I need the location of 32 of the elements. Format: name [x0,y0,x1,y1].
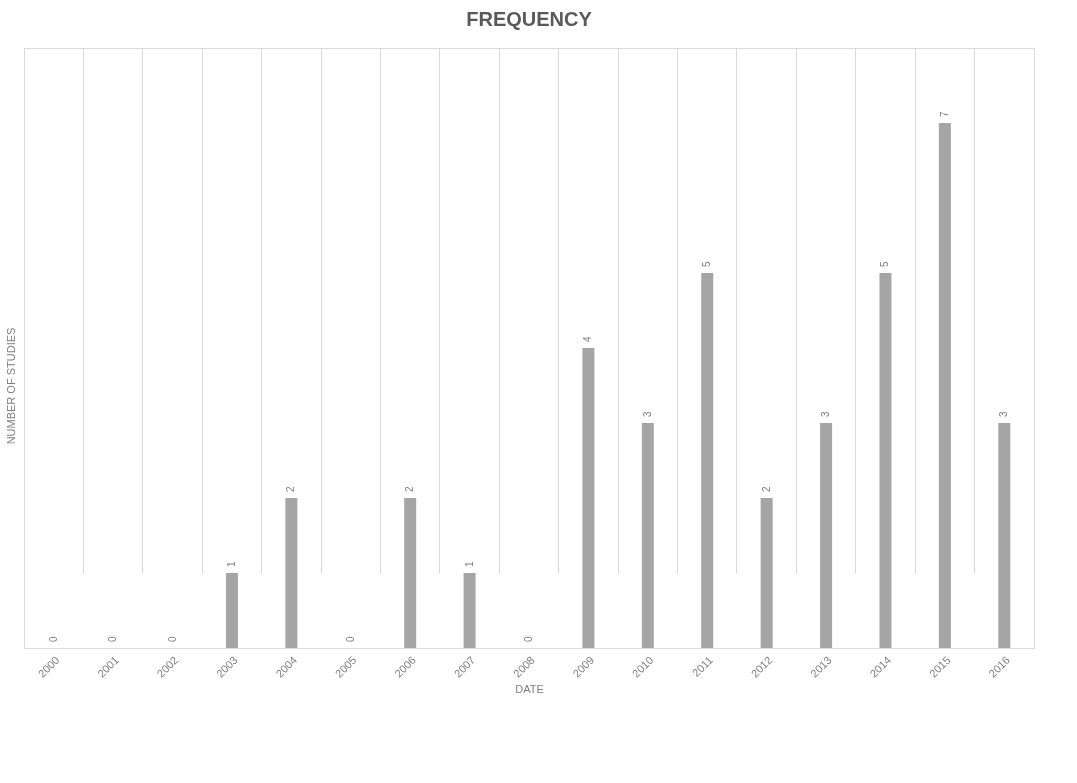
bar [404,498,417,648]
data-label: 2 [404,486,416,492]
bar [701,273,714,648]
data-label: 0 [523,636,534,642]
data-label: 7 [938,111,950,117]
data-label: 3 [641,411,653,417]
bar [820,423,833,648]
data-label: 1 [463,561,475,567]
data-label: 5 [879,261,891,267]
y-axis-title: NUMBER OF STUDIES [4,327,17,445]
data-label: 0 [166,636,178,642]
bar [998,423,1011,648]
bar [641,423,654,648]
bar [582,348,595,648]
data-label: 0 [47,636,59,642]
data-label: 2 [285,486,297,492]
x-axis-title: DATE [515,682,544,695]
data-label: 3 [998,411,1010,417]
data-label: 1 [225,561,237,567]
bar [760,498,773,648]
bar [879,273,892,648]
chart-title: FREQUENCY [466,8,593,30]
data-label: 3 [820,411,832,417]
bar [285,498,298,648]
bar [463,573,476,648]
data-label: 4 [582,336,594,342]
bar [225,573,238,648]
data-label: 0 [344,636,356,642]
data-label: 0 [107,636,119,642]
bar [938,123,951,648]
data-label: 2 [760,486,772,492]
data-label: 5 [701,261,713,267]
